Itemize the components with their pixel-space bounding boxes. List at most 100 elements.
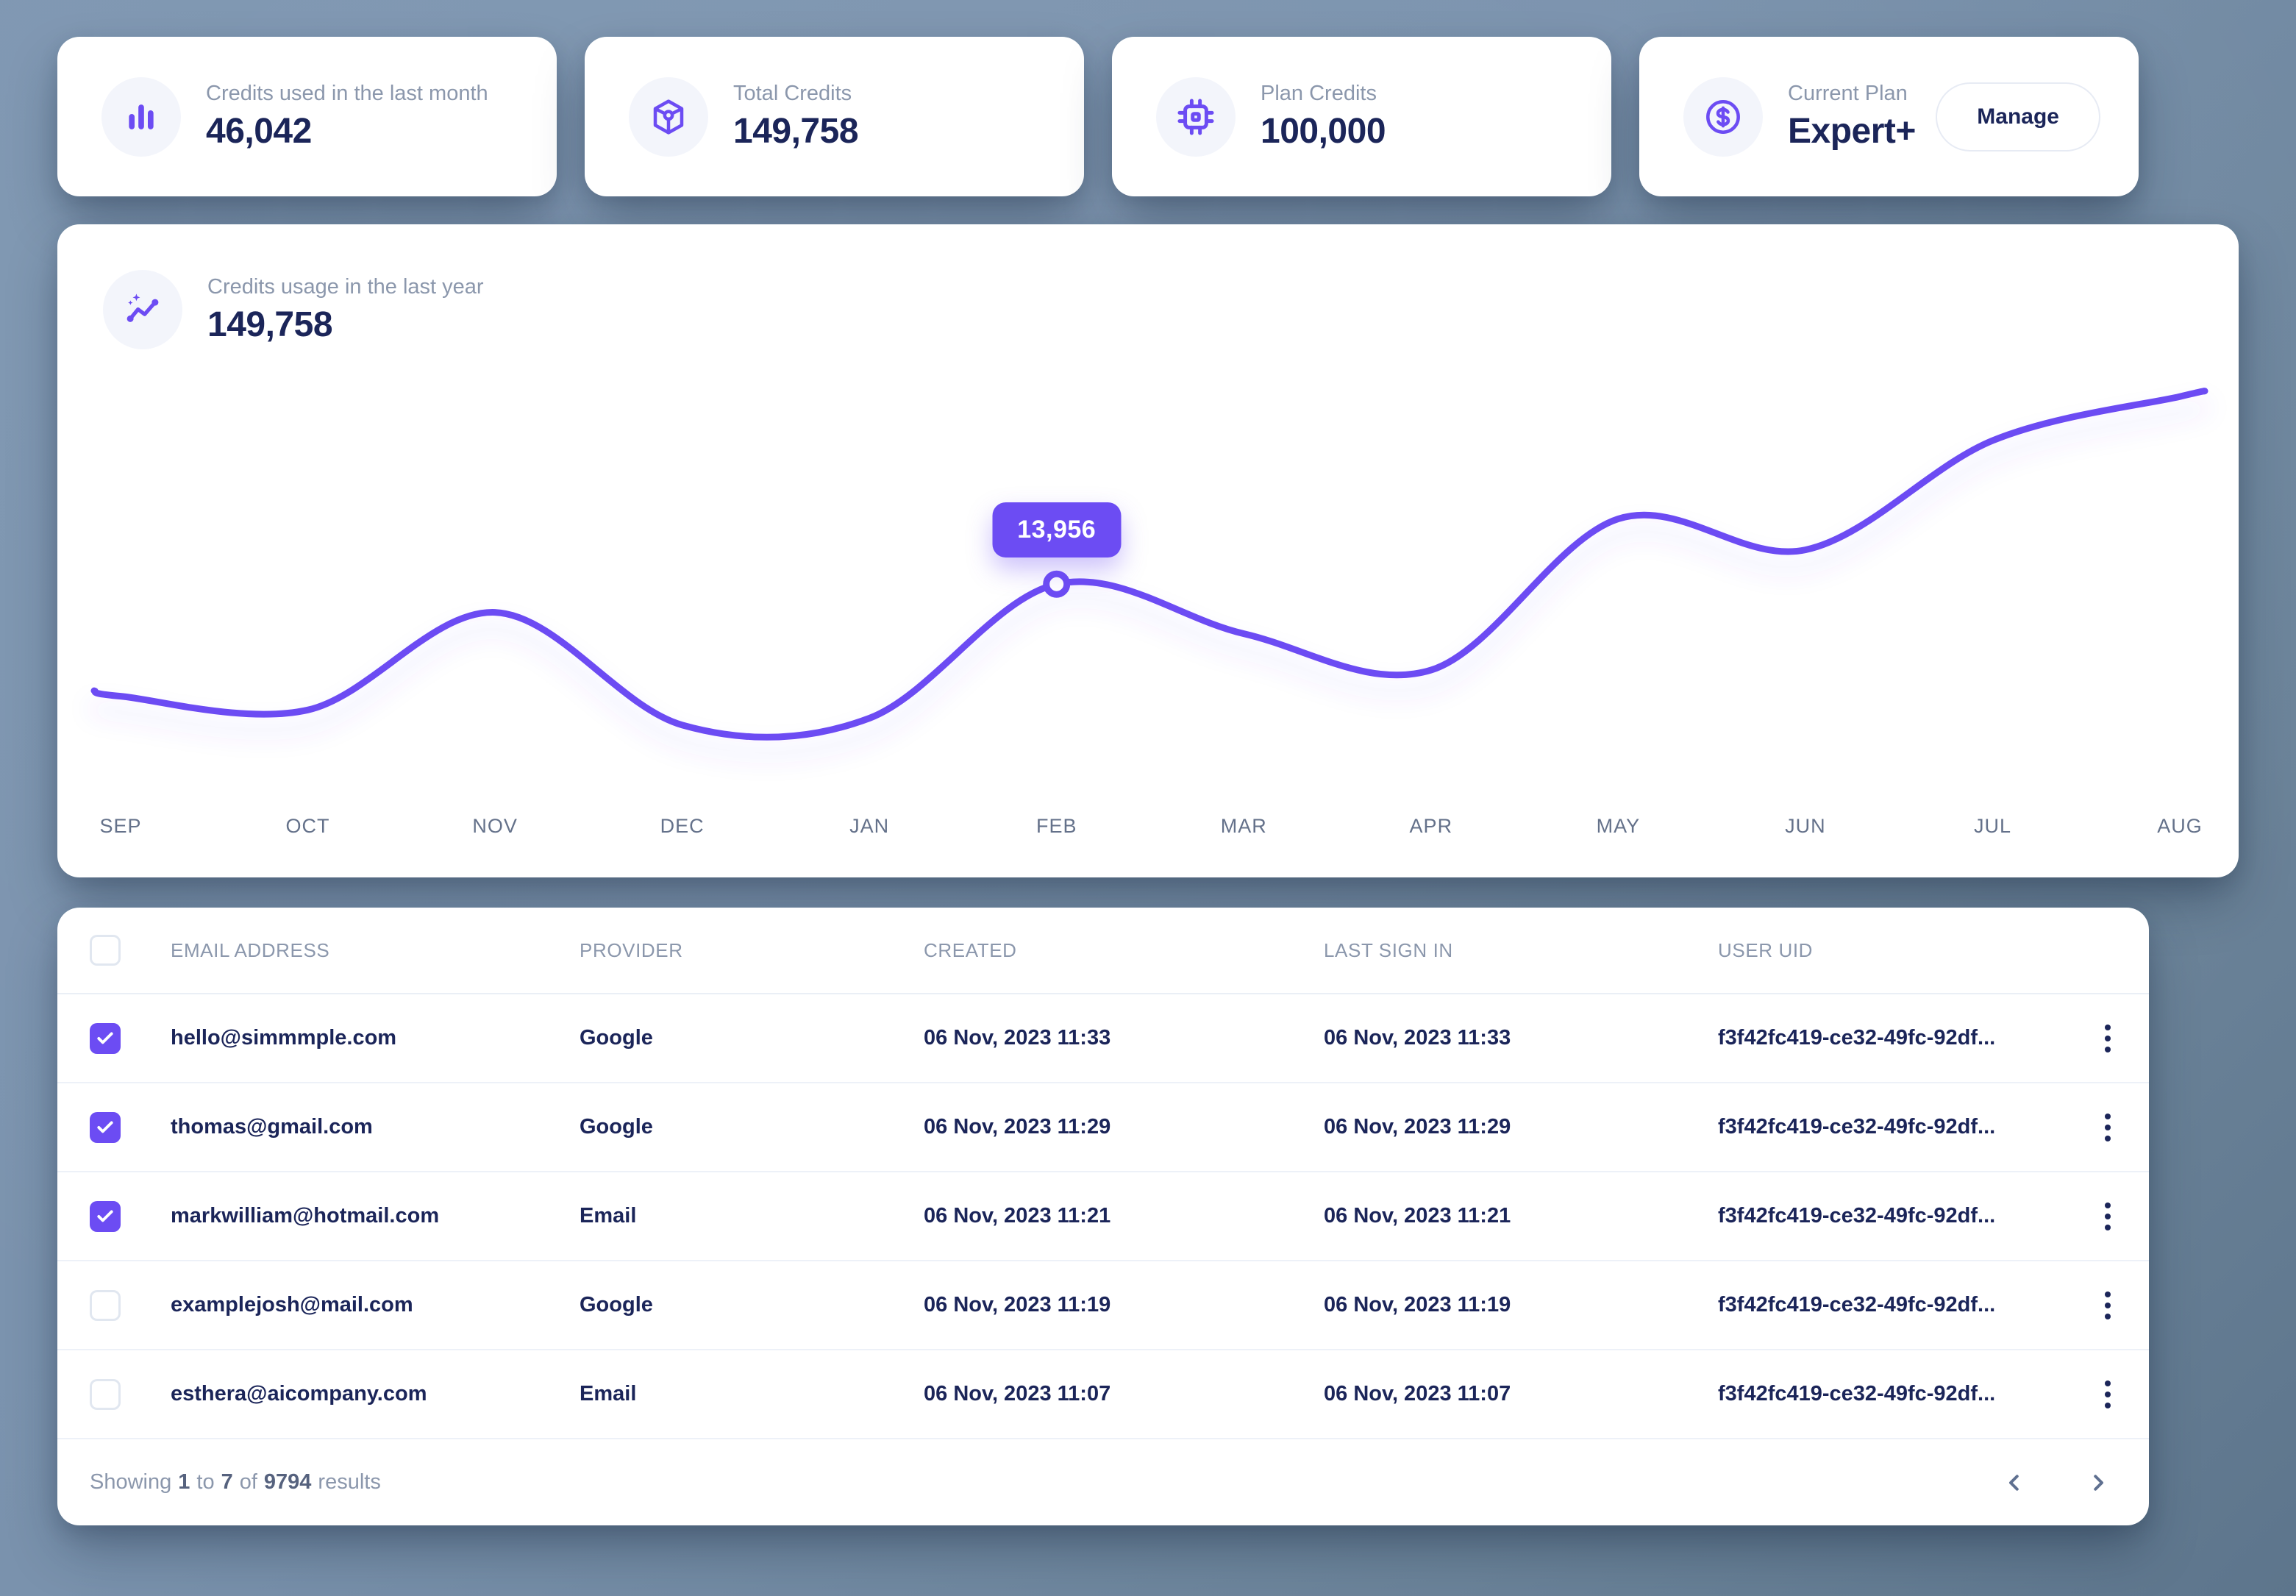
users-table-card: EMAIL ADDRESS PROVIDER CREATED LAST SIGN… (57, 908, 2149, 1525)
cell-provider: Google (580, 1115, 653, 1139)
axis-label: NOV (472, 815, 518, 837)
row-menu-kebab-icon[interactable] (2099, 1286, 2117, 1325)
axis-label: MAR (1220, 815, 1267, 837)
row-checkbox[interactable] (90, 1378, 121, 1410)
axis-label: AUG (2157, 815, 2203, 837)
results-total: 9794 (263, 1470, 312, 1494)
cell-created: 06 Nov, 2023 11:21 (924, 1204, 1111, 1228)
stat-label: Current Plan (1788, 82, 1908, 105)
cell-user-uid: f3f42fc419-ce32-49fc-92df... (1718, 1026, 1996, 1050)
cell-created: 06 Nov, 2023 11:29 (924, 1115, 1111, 1139)
stat-label: Total Credits (733, 82, 852, 105)
table-row: examplejosh@mail.com Google 06 Nov, 2023… (57, 1261, 2149, 1350)
axis-label: OCT (285, 815, 330, 837)
column-header-provider: PROVIDER (580, 938, 683, 961)
column-header-email: EMAIL ADDRESS (171, 938, 330, 961)
cell-last-sign-in: 06 Nov, 2023 11:29 (1324, 1115, 1511, 1139)
axis-label: JUN (1785, 815, 1826, 837)
bar-chart-icon (129, 104, 154, 129)
stat-card-credits-used: Credits used in the last month 46,042 (57, 37, 557, 196)
stat-icon-wrap (1156, 76, 1236, 157)
credits-line-chart[interactable]: 13,956 (57, 364, 2239, 783)
row-checkbox[interactable] (90, 1022, 121, 1054)
select-all-checkbox[interactable] (90, 935, 121, 966)
axis-label: FEB (1035, 815, 1077, 837)
cell-provider: Email (580, 1382, 637, 1406)
row-checkbox[interactable] (90, 1111, 121, 1143)
stat-label: Credits used in the last month (206, 82, 488, 105)
cell-email: hello@simmmple.com (171, 1026, 397, 1050)
row-menu-kebab-icon[interactable] (2099, 1108, 2117, 1147)
row-menu-kebab-icon[interactable] (2099, 1197, 2117, 1236)
row-menu-kebab-icon[interactable] (2099, 1375, 2117, 1414)
cube-icon (653, 99, 684, 135)
axis-label: JUL (1973, 815, 2011, 837)
table-row: esthera@aicompany.com Email 06 Nov, 2023… (57, 1350, 2149, 1439)
stat-value: Expert+ (1788, 112, 1916, 151)
cell-user-uid: f3f42fc419-ce32-49fc-92df... (1718, 1115, 1996, 1139)
axis-label: SEP (99, 815, 142, 837)
axis-label: APR (1409, 815, 1453, 837)
row-checkbox[interactable] (90, 1289, 121, 1321)
cell-last-sign-in: 06 Nov, 2023 11:33 (1324, 1026, 1511, 1050)
row-checkbox[interactable] (90, 1200, 121, 1232)
cell-email: markwilliam@hotmail.com (171, 1204, 440, 1228)
cell-email: thomas@gmail.com (171, 1115, 373, 1139)
chart-line-path (90, 388, 2208, 741)
trend-line-icon (126, 293, 159, 322)
stat-cards-row: Credits used in the last month 46,042 To… (57, 37, 2139, 196)
check-icon (97, 1210, 113, 1222)
pagination (1999, 1467, 2114, 1498)
column-header-last-sign-in: LAST SIGN IN (1324, 938, 1453, 961)
cell-user-uid: f3f42fc419-ce32-49fc-92df... (1718, 1293, 1996, 1317)
results-summary-text: Showing (90, 1470, 172, 1494)
chevron-left-icon (2009, 1474, 2019, 1491)
cell-provider: Google (580, 1293, 653, 1317)
next-page-button[interactable] (2083, 1467, 2114, 1498)
stat-icon-wrap (629, 76, 708, 157)
cell-user-uid: f3f42fc419-ce32-49fc-92df... (1718, 1204, 1996, 1228)
chart-icon-wrap (103, 270, 182, 349)
credits-usage-card: Credits usage in the last year 149,758 1… (57, 224, 2239, 877)
axis-label: DEC (660, 815, 705, 837)
cell-email: examplejosh@mail.com (171, 1293, 413, 1317)
cell-user-uid: f3f42fc419-ce32-49fc-92df... (1718, 1382, 1996, 1406)
chart-x-axis: SEP OCT NOV DEC JAN FEB MAR APR MAY JUN JUL AUG (57, 815, 2239, 847)
table-row: thomas@gmail.com Google 06 Nov, 2023 11:… (57, 1083, 2149, 1172)
stat-label: Plan Credits (1261, 82, 1377, 105)
line-chart-svg (90, 388, 2208, 741)
chart-tooltip: 13,956 (992, 502, 1122, 558)
stat-value: 46,042 (206, 112, 312, 151)
row-menu-kebab-icon[interactable] (2099, 1019, 2117, 1058)
cell-email: esthera@aicompany.com (171, 1382, 427, 1406)
previous-page-button[interactable] (1999, 1467, 2030, 1498)
chip-icon (1177, 98, 1214, 135)
axis-label: MAY (1596, 815, 1641, 837)
table-row: markwilliam@hotmail.com Email 06 Nov, 20… (57, 1172, 2149, 1261)
manage-plan-button[interactable]: Manage (1936, 82, 2100, 152)
cell-created: 06 Nov, 2023 11:33 (924, 1026, 1111, 1050)
stat-icon-wrap (1683, 76, 1763, 157)
stat-icon-wrap (101, 76, 181, 157)
cell-last-sign-in: 06 Nov, 2023 11:19 (1324, 1293, 1511, 1317)
results-from: 1 (178, 1470, 190, 1494)
stat-card-plan-credits: Plan Credits 100,000 (1112, 37, 1611, 196)
axis-label: JAN (849, 815, 890, 837)
chart-total-value: 149,758 (207, 304, 333, 344)
table-footer: Showing 1 to 7 of 9794 results (57, 1439, 2149, 1525)
cell-last-sign-in: 06 Nov, 2023 11:21 (1324, 1204, 1511, 1228)
chart-title: Credits usage in the last year (207, 274, 484, 299)
cell-provider: Google (580, 1026, 653, 1050)
stat-card-total-credits: Total Credits 149,758 (585, 37, 1084, 196)
results-to: 7 (221, 1470, 233, 1494)
stat-value: 149,758 (733, 112, 859, 151)
chart-header: Credits usage in the last year 149,758 (103, 270, 484, 349)
column-header-created: CREATED (924, 938, 1017, 961)
stat-value: 100,000 (1261, 112, 1386, 151)
table-header-row: EMAIL ADDRESS PROVIDER CREATED LAST SIGN… (57, 908, 2149, 994)
table-row: hello@simmmple.com Google 06 Nov, 2023 1… (57, 994, 2149, 1083)
cell-provider: Email (580, 1204, 637, 1228)
cell-created: 06 Nov, 2023 11:19 (924, 1293, 1111, 1317)
dollar-icon (1706, 99, 1740, 134)
